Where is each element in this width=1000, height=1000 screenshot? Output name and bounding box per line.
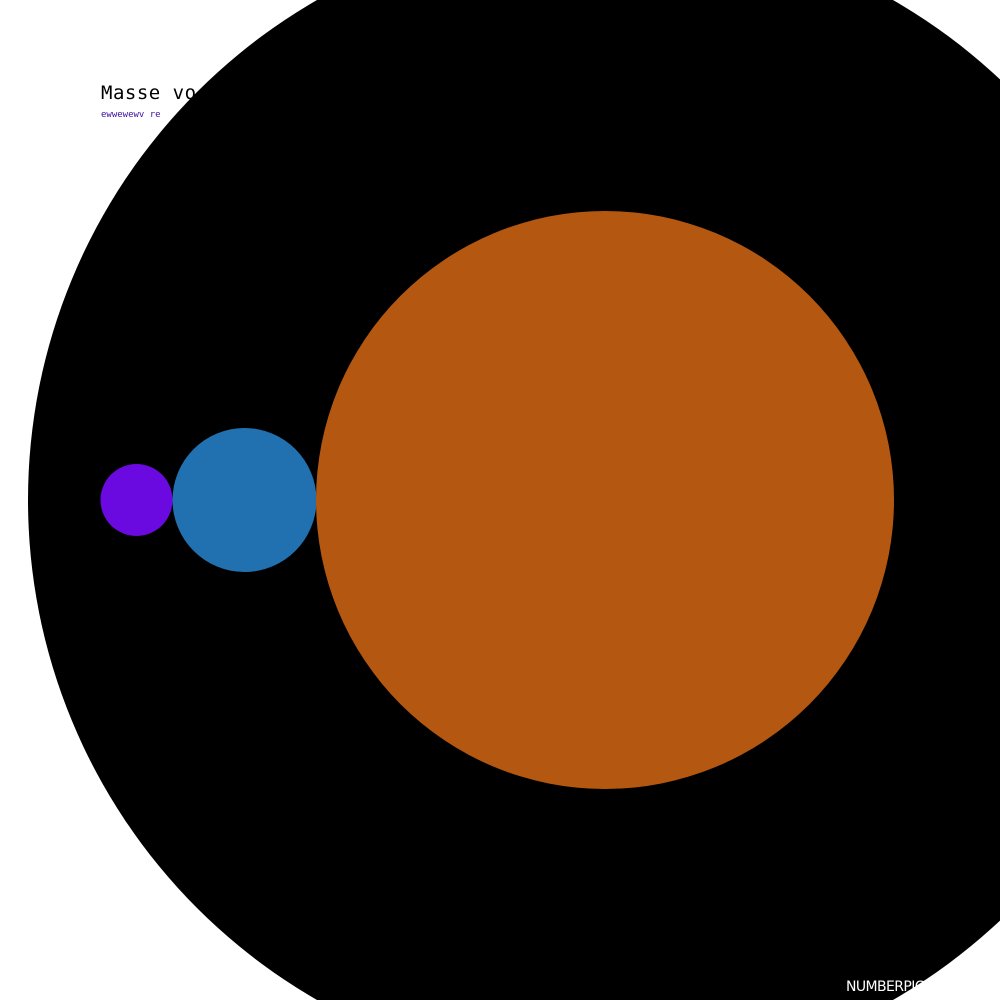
purple-circle [100,464,173,536]
blue-circle [172,428,317,572]
diagram-title: Masse vo [101,82,197,104]
orange-circle [316,211,894,789]
diagram-subtitle: ewwewewv re [101,110,161,120]
brand-watermark: NUMBERPIC [846,979,925,995]
